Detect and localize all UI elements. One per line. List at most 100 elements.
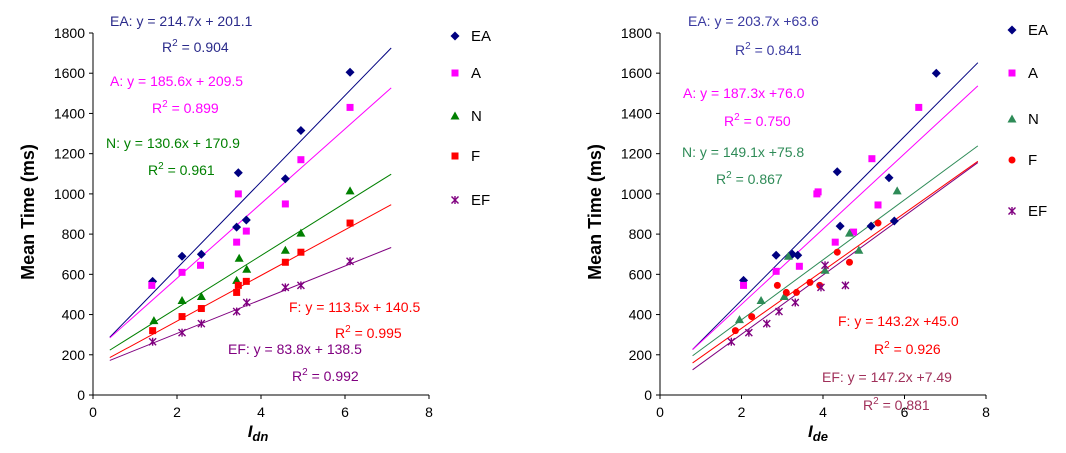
data-point-f bbox=[234, 281, 242, 289]
legend-label-f: F bbox=[1028, 152, 1037, 169]
data-point-f bbox=[845, 258, 853, 266]
y-axis-title: Mean Time (ms) bbox=[585, 144, 605, 280]
data-point-ef bbox=[346, 257, 355, 266]
trend-line-a bbox=[109, 87, 392, 339]
x-tick-label: 4 bbox=[257, 404, 265, 420]
data-point-ef bbox=[197, 319, 206, 328]
data-point-ef bbox=[296, 281, 305, 290]
data-point-n bbox=[783, 251, 793, 260]
legend-marker-a bbox=[1008, 69, 1016, 77]
x-tick-label: 4 bbox=[819, 404, 827, 420]
data-point-ea bbox=[884, 173, 894, 183]
y-tick-label: 1400 bbox=[54, 105, 85, 121]
data-point-a bbox=[814, 188, 822, 196]
r-squared-label-n: R2 = 0.867 bbox=[716, 170, 783, 187]
legend-marker-f bbox=[1008, 156, 1016, 164]
data-point-f bbox=[731, 327, 739, 335]
x-tick-label: 0 bbox=[656, 404, 664, 420]
data-point-f bbox=[281, 258, 289, 266]
data-point-a bbox=[148, 281, 156, 289]
equation-label-a: A: y = 187.3x +76.0 bbox=[683, 85, 805, 101]
data-point-n bbox=[892, 186, 902, 195]
data-point-f bbox=[149, 327, 157, 335]
y-tick-label: 0 bbox=[77, 387, 85, 403]
data-point-n bbox=[345, 186, 355, 195]
data-point-f bbox=[233, 288, 241, 296]
legend-label-f: F bbox=[471, 148, 480, 165]
data-point-f bbox=[806, 278, 814, 286]
data-point-ea bbox=[241, 215, 251, 225]
trend-line-f bbox=[692, 160, 979, 364]
data-point-n bbox=[196, 291, 206, 300]
x-tick-label: 8 bbox=[982, 404, 990, 420]
y-tick-label: 1600 bbox=[621, 65, 652, 81]
data-point-a bbox=[740, 281, 748, 289]
data-point-n bbox=[844, 228, 854, 237]
data-point-ea bbox=[177, 251, 187, 261]
y-tick-label: 400 bbox=[62, 307, 86, 323]
data-point-f bbox=[748, 313, 756, 321]
trend-line-a bbox=[692, 85, 979, 350]
data-point-n bbox=[280, 245, 290, 254]
x-tick-label: 6 bbox=[341, 404, 349, 420]
data-point-ef bbox=[774, 307, 783, 316]
y-tick-label: 1600 bbox=[54, 65, 85, 81]
data-point-n bbox=[756, 295, 766, 304]
data-point-n bbox=[177, 295, 187, 304]
chart-panel-1: 0 200 400 600 800 1000 1200 1400 1600 1800 0 2 4 6 8 Me… bbox=[18, 13, 491, 444]
legend-marker-f bbox=[451, 152, 459, 160]
data-point-ea bbox=[196, 249, 206, 259]
legend-label-ea: EA bbox=[471, 28, 491, 45]
y-tick-label: 200 bbox=[629, 347, 653, 363]
x-tick-label: 2 bbox=[173, 404, 181, 420]
data-point-ea bbox=[771, 250, 781, 260]
equation-label-ef: EF: y = 147.2x +7.49 bbox=[822, 369, 952, 385]
legend-marker-ea bbox=[1007, 25, 1017, 35]
r-squared-label-ea: R2 = 0.904 bbox=[162, 38, 229, 55]
y-tick-label: 0 bbox=[644, 387, 652, 403]
data-point-ef bbox=[148, 337, 157, 346]
data-point-a bbox=[297, 156, 305, 164]
data-point-ef bbox=[178, 328, 187, 337]
equation-label-ef: EF: y = 83.8x + 138.5 bbox=[228, 341, 362, 357]
r-squared-label-a: R2 = 0.899 bbox=[152, 99, 219, 116]
legend-label-ef: EF bbox=[1028, 203, 1047, 220]
data-point-a bbox=[281, 200, 289, 208]
y-tick-label: 1400 bbox=[621, 105, 652, 121]
x-tick-label: 8 bbox=[425, 404, 433, 420]
data-point-a bbox=[850, 228, 858, 236]
equation-label-f: F: y = 143.2x +45.0 bbox=[838, 313, 959, 329]
data-point-f bbox=[833, 248, 841, 256]
data-point-f bbox=[773, 281, 781, 289]
x-tick-label: 6 bbox=[901, 404, 909, 420]
data-point-a bbox=[831, 238, 839, 246]
y-tick-label: 400 bbox=[629, 307, 653, 323]
data-point-ef bbox=[821, 261, 830, 270]
data-point-n bbox=[296, 228, 306, 237]
y-tick-label: 1200 bbox=[621, 146, 652, 162]
data-point-ef bbox=[841, 281, 850, 290]
data-point-ea bbox=[835, 221, 845, 231]
trend-line-ea bbox=[109, 47, 392, 338]
data-point-f bbox=[178, 313, 186, 321]
legend-marker-ef bbox=[1008, 207, 1016, 215]
data-point-ef bbox=[242, 298, 251, 307]
y-tick-label: 1000 bbox=[621, 186, 652, 202]
trend-line-n bbox=[109, 173, 392, 351]
data-point-n bbox=[242, 264, 252, 273]
legend-marker-ef bbox=[451, 196, 459, 204]
equation-label-n: N: y = 149.1x +75.8 bbox=[682, 144, 804, 160]
y-tick-label: 1000 bbox=[54, 186, 85, 202]
data-point-a bbox=[346, 103, 354, 111]
trend-line-ef bbox=[692, 162, 979, 371]
data-point-f bbox=[874, 219, 882, 227]
data-point-ef bbox=[232, 307, 241, 316]
chart-panel-2: 0 200 400 600 800 1000 1200 1400 1600 1800 0 2 4 6 8 Me… bbox=[585, 13, 1048, 444]
r-squared-label-n: R2 = 0.961 bbox=[148, 161, 215, 178]
legend-marker-a bbox=[451, 69, 459, 77]
r-squared-label-ea: R2 = 0.841 bbox=[735, 41, 802, 58]
equation-label-a: A: y = 185.6x + 209.5 bbox=[110, 73, 243, 89]
y-tick-label: 1800 bbox=[54, 25, 85, 41]
y-tick-label: 1800 bbox=[621, 25, 652, 41]
